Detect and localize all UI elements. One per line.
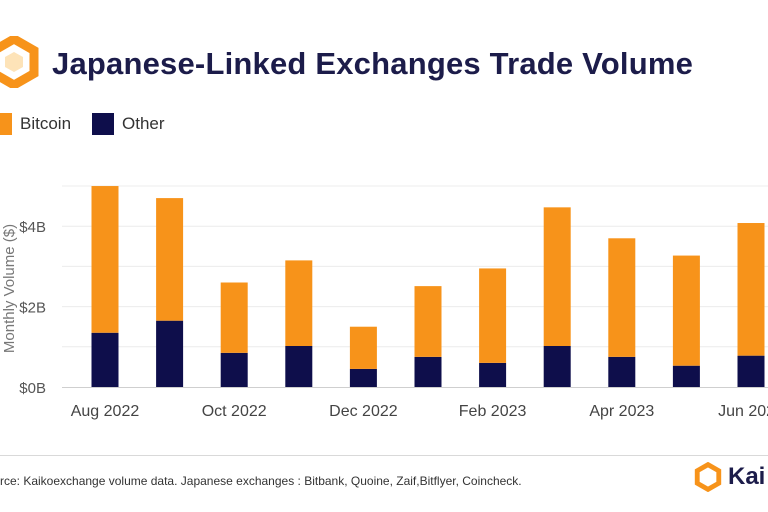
bar-other-4[interactable]	[349, 368, 377, 387]
bar-other-8[interactable]	[608, 356, 636, 387]
bar-other-9[interactable]	[672, 365, 700, 387]
brand-logo: Kai	[694, 462, 765, 492]
y-tick-label: $0B	[19, 380, 46, 397]
bar-other-0[interactable]	[91, 332, 119, 387]
bar-other-5[interactable]	[414, 356, 442, 387]
bar-bitcoin-0[interactable]	[91, 186, 119, 333]
x-tick-label: Feb 2023	[459, 403, 527, 420]
bar-bitcoin-6[interactable]	[479, 268, 507, 363]
x-tick-label: Apr 2023	[589, 403, 654, 420]
footer-divider	[0, 455, 768, 456]
x-tick-label: Dec 2022	[329, 403, 398, 420]
x-tick-label: Jun 2023	[718, 403, 768, 420]
legend-swatch-bitcoin	[0, 113, 12, 135]
kaiko-hexagon-icon	[694, 462, 722, 492]
x-tick-label: Oct 2022	[202, 403, 267, 420]
y-axis-label: Monthly Volume ($)	[1, 224, 18, 353]
bar-bitcoin-5[interactable]	[414, 286, 442, 357]
bar-other-2[interactable]	[220, 352, 248, 387]
bar-other-7[interactable]	[543, 346, 571, 387]
bar-other-10[interactable]	[737, 355, 765, 387]
legend-item-bitcoin[interactable]: Bitcoin	[0, 113, 71, 135]
bar-bitcoin-3[interactable]	[285, 260, 313, 347]
y-tick-label: $4B	[19, 219, 46, 236]
x-axis: Aug 2022 Oct 2022 Dec 2022 Feb 2023 Apr 2023…	[71, 403, 768, 420]
legend-label-bitcoin: Bitcoin	[20, 114, 72, 133]
kaiko-hexagon-icon	[0, 36, 39, 88]
chart-title: Japanese-Linked Exchanges Trade Volume	[52, 46, 694, 81]
bar-other-6[interactable]	[479, 362, 507, 387]
bar-bitcoin-10[interactable]	[737, 223, 765, 356]
chart-header: Japanese-Linked Exchanges Trade Volume	[0, 30, 768, 100]
y-tick-label: $2B	[19, 300, 46, 317]
bar-bitcoin-9[interactable]	[672, 255, 700, 366]
x-tick-label: Aug 2022	[71, 403, 140, 420]
bar-other-3[interactable]	[285, 346, 313, 387]
brand-name: Kai	[728, 463, 766, 490]
bar-bitcoin-8[interactable]	[608, 238, 636, 357]
bars	[91, 186, 765, 387]
bar-other-1[interactable]	[156, 320, 184, 387]
source-note: rce: Kaikoexchange volume data. Japanese…	[0, 474, 522, 488]
legend-label-other: Other	[122, 114, 165, 133]
bar-bitcoin-2[interactable]	[220, 282, 248, 353]
legend-item-other[interactable]: Other	[92, 113, 165, 135]
bar-bitcoin-1[interactable]	[156, 198, 184, 321]
bar-bitcoin-4[interactable]	[349, 326, 377, 369]
bar-bitcoin-7[interactable]	[543, 207, 571, 347]
legend-swatch-other	[92, 113, 114, 135]
